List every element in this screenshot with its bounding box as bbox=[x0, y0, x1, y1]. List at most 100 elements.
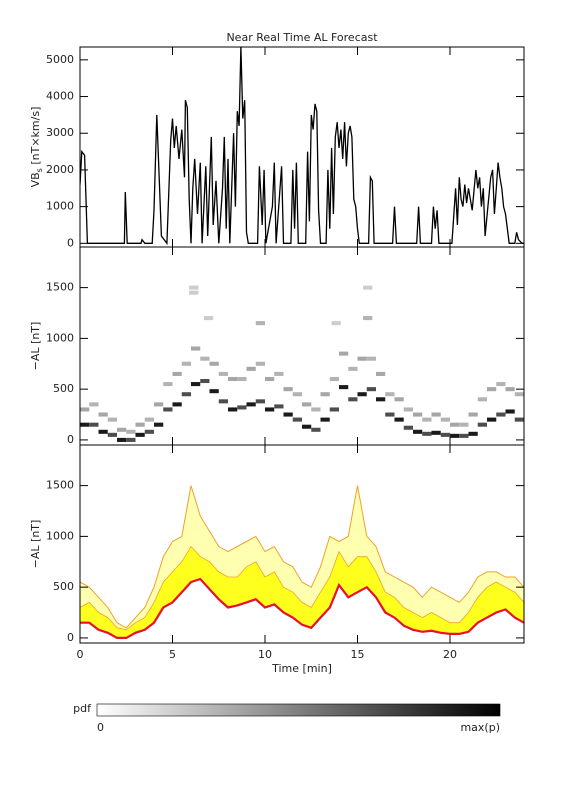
pdf-cell bbox=[228, 407, 238, 412]
y-tick-label: 500 bbox=[53, 580, 74, 593]
pdf-cell bbox=[255, 399, 265, 404]
outer-band bbox=[80, 485, 524, 638]
pdf-cell bbox=[255, 321, 265, 326]
pdf-cell bbox=[144, 429, 154, 434]
pdf-cell bbox=[126, 429, 136, 434]
pdf-cell bbox=[200, 356, 210, 361]
pdf-cell bbox=[329, 407, 339, 412]
pdf-cell bbox=[403, 407, 413, 412]
pdf-cell bbox=[357, 356, 367, 361]
pdf-cell bbox=[144, 417, 154, 422]
pdf-cell bbox=[181, 392, 191, 397]
x-tick-label: 15 bbox=[351, 648, 365, 661]
pdf-cell bbox=[311, 427, 321, 432]
x-tick-label: 5 bbox=[169, 648, 176, 661]
pdf-cell bbox=[348, 366, 358, 371]
pdf-cell bbox=[218, 371, 228, 376]
pdf-cell bbox=[246, 402, 256, 407]
pdf-cell bbox=[218, 399, 228, 404]
x-tick-label: 10 bbox=[258, 648, 272, 661]
pdf-cell bbox=[274, 404, 284, 409]
y-tick-label: 1000 bbox=[46, 331, 74, 344]
pdf-cell bbox=[154, 422, 164, 427]
pdf-cell bbox=[514, 417, 524, 422]
pdf-cell bbox=[413, 429, 423, 434]
pdf-cell bbox=[487, 387, 497, 392]
pdf-cell bbox=[228, 376, 238, 382]
pdf-cell bbox=[292, 417, 302, 422]
colorbar-label: pdf bbox=[73, 702, 92, 715]
y-tick-label: 1500 bbox=[46, 281, 74, 294]
pdf-cell bbox=[283, 412, 293, 417]
pdf-cell bbox=[237, 376, 247, 382]
median-line bbox=[80, 577, 524, 639]
pdf-cell bbox=[189, 285, 199, 290]
pdf-cell bbox=[302, 402, 312, 407]
panel: 0 500 1000 1500 0 5 10 15 20 Time [min] −AL [nT] bbox=[29, 444, 525, 675]
pdf-cell bbox=[80, 407, 90, 412]
x-tick-label: 20 bbox=[443, 648, 457, 661]
pdf-cell bbox=[189, 290, 199, 295]
y-label-sub: s bbox=[35, 168, 44, 172]
pdf-cell bbox=[505, 387, 515, 392]
plot-area bbox=[80, 485, 524, 639]
pdf-cell bbox=[366, 356, 376, 361]
y-tick-label: 5000 bbox=[46, 53, 74, 66]
pdf-cell bbox=[191, 346, 201, 351]
plot-area bbox=[80, 47, 524, 246]
pdf-cell bbox=[363, 316, 373, 321]
pdf-cell bbox=[477, 397, 487, 402]
pdf-cell bbox=[200, 379, 210, 384]
pdf-cell bbox=[376, 371, 386, 376]
pdf-cell bbox=[117, 437, 127, 442]
pdf-cell bbox=[311, 407, 321, 412]
pdf-cell bbox=[191, 382, 201, 387]
pdf-cell bbox=[403, 425, 413, 430]
pdf-cell bbox=[487, 417, 497, 422]
pdf-cell bbox=[98, 429, 108, 434]
pdf-cell bbox=[413, 412, 423, 417]
pdf-cell bbox=[89, 402, 99, 407]
y-tick-label: 500 bbox=[53, 382, 74, 395]
y-tick-label: 0 bbox=[67, 433, 74, 446]
pdf-cell bbox=[107, 417, 117, 422]
x-tick-label: 0 bbox=[77, 648, 84, 661]
data-line bbox=[80, 47, 524, 246]
pdf-cell bbox=[394, 417, 404, 422]
inner-band bbox=[80, 546, 524, 638]
pdf-cell bbox=[302, 424, 312, 429]
pdf-cell bbox=[394, 397, 404, 402]
pdf-cell bbox=[459, 422, 469, 427]
panel: 0 500 1000 1500 −AL [nT] bbox=[29, 246, 525, 446]
y-axis-label: −AL [nT] bbox=[29, 322, 42, 371]
pdf-cell bbox=[292, 392, 302, 397]
pdf-cell bbox=[450, 433, 460, 438]
y-tick-label: 4000 bbox=[46, 90, 74, 103]
panel: 0 1000 2000 3000 4000 5000 Near Real Time AL F… bbox=[29, 31, 525, 249]
chart-title: Near Real Time AL Forecast bbox=[226, 31, 378, 44]
pdf-cell bbox=[135, 432, 145, 437]
pdf-cell bbox=[98, 412, 108, 417]
max-line bbox=[80, 485, 524, 629]
upper-line bbox=[80, 545, 524, 631]
pdf-cell bbox=[274, 371, 284, 376]
pdf-cell bbox=[80, 422, 90, 427]
pdf-cell bbox=[514, 392, 524, 397]
y-tick-label: 2000 bbox=[46, 163, 74, 176]
y-tick-label: 3000 bbox=[46, 126, 74, 139]
y-tick-label: 1000 bbox=[46, 529, 74, 542]
y-tick-label: 0 bbox=[67, 236, 74, 249]
pdf-cell bbox=[357, 392, 367, 397]
pdf-cell bbox=[496, 412, 506, 417]
pdf-cell bbox=[135, 422, 145, 427]
pdf-cell bbox=[339, 385, 349, 390]
pdf-cell bbox=[126, 437, 136, 442]
pdf-cell bbox=[385, 412, 395, 417]
pdf-cell bbox=[348, 397, 358, 402]
pdf-cell bbox=[163, 407, 173, 412]
pdf-cell bbox=[468, 431, 478, 436]
pdf-cell bbox=[331, 321, 341, 326]
pdf-cell bbox=[376, 397, 386, 402]
plot-area bbox=[80, 285, 524, 442]
